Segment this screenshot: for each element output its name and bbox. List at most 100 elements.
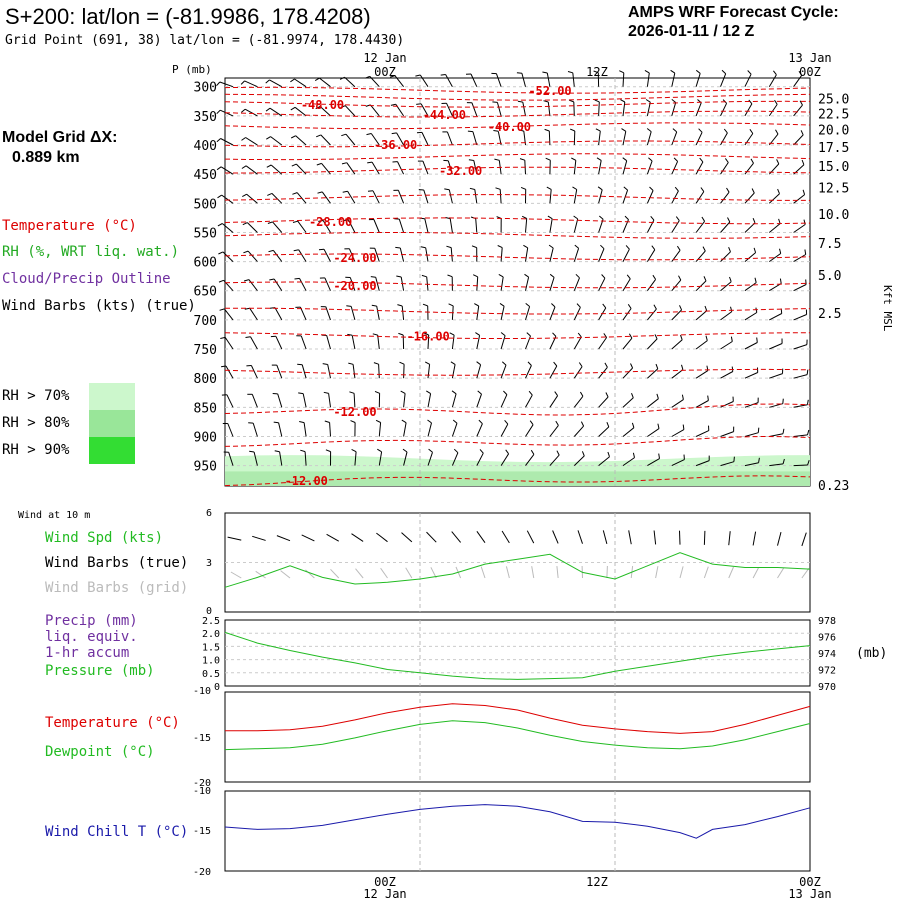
wind-barb-flag xyxy=(604,362,608,368)
wind-barb xyxy=(250,365,258,379)
wind-barb-flag xyxy=(806,369,809,375)
wind-barb-flag xyxy=(556,450,560,456)
wind-barb-flag xyxy=(350,420,356,423)
wind-barb xyxy=(573,130,576,146)
wind-barb-flag xyxy=(555,420,559,426)
wind-barb-flag xyxy=(242,193,247,198)
wind-barb-flag xyxy=(646,128,652,132)
wind-barbs-true-label: Wind Barbs (true) xyxy=(45,555,189,571)
wind10m-grid-barb xyxy=(703,566,709,579)
wind-barb xyxy=(476,335,481,350)
wind-barb-flag xyxy=(530,449,535,455)
precip-tick-label: 0.5 xyxy=(202,669,220,680)
wind-barb xyxy=(647,308,657,321)
wind-barb xyxy=(793,434,808,437)
profile-frame xyxy=(224,77,811,487)
wind-barb-flag xyxy=(448,303,454,307)
wind-barb xyxy=(646,279,657,291)
wind-barb xyxy=(495,73,502,87)
wind-barb xyxy=(451,364,456,379)
wind-barb-flag xyxy=(806,399,809,405)
wind10m-barb xyxy=(752,531,757,546)
wind-barb-flag xyxy=(249,450,255,453)
wind-barb-flag xyxy=(593,70,599,74)
wind-barb xyxy=(446,102,453,117)
wind10m-grid-barb xyxy=(777,567,785,579)
wind-barb-flag xyxy=(467,130,473,133)
wind-barb-flag xyxy=(631,422,635,428)
wind-barb xyxy=(223,279,234,292)
wind-barb-flag xyxy=(728,247,731,252)
wind-barb xyxy=(447,160,453,175)
wind-barb xyxy=(695,102,702,117)
bottom-date-12jan: 12 Jan xyxy=(363,887,406,900)
wind-barb-flag xyxy=(554,391,559,396)
wind-barb-flag xyxy=(549,273,555,278)
wind-barb-flag xyxy=(751,188,755,194)
wind-barb-flag xyxy=(267,192,273,196)
wind-barb-flag xyxy=(547,215,553,220)
wind-barb-flag xyxy=(218,251,224,255)
temp-dew-panel: -10 -15 -20 xyxy=(193,686,811,789)
wind-barb-flag xyxy=(290,135,296,139)
wind-barb-flag xyxy=(655,363,659,369)
isotherm-line xyxy=(224,307,811,315)
top-tick-12z: 12Z xyxy=(586,65,608,79)
wind10m-grid-barb xyxy=(280,570,291,579)
wind-barb xyxy=(426,276,429,291)
wind-barb xyxy=(500,423,509,437)
wind-barb-flag xyxy=(499,302,505,307)
wind10m-grid-barb xyxy=(728,566,734,579)
wind-barb-flag xyxy=(426,390,431,395)
wind-barb-flag xyxy=(475,332,480,336)
wind-barb-flag xyxy=(452,419,458,424)
wind-barb xyxy=(471,102,478,117)
wind-barb-flag xyxy=(682,424,685,430)
wind-barb xyxy=(793,254,806,263)
wind-barb-flag xyxy=(525,303,530,307)
wind-barb xyxy=(294,106,307,117)
isotherm-line xyxy=(224,253,811,261)
wind-barb-flag xyxy=(240,80,245,85)
isotherm-line xyxy=(224,122,811,130)
wind-barb xyxy=(548,130,551,146)
wind-barb-flag xyxy=(216,109,221,115)
wind10m-barb xyxy=(252,535,266,541)
wind-barb xyxy=(598,160,602,175)
isotherm-line xyxy=(225,166,811,174)
height-axis-label: Kft MSL xyxy=(881,285,894,332)
wind-barb-flag xyxy=(702,246,706,252)
wind-barb xyxy=(793,104,803,117)
wind-barb xyxy=(525,247,529,262)
wind-barb xyxy=(549,277,555,291)
wind-barb-flag xyxy=(339,76,345,80)
wind-barb-flag xyxy=(477,390,482,395)
wind-barb xyxy=(671,459,685,467)
wind-barb xyxy=(671,220,680,233)
wind-barb xyxy=(500,453,510,466)
wind-barb xyxy=(768,104,778,117)
wind-barb-flag xyxy=(630,363,634,369)
wind-barb xyxy=(321,163,331,175)
wind-barb xyxy=(353,393,356,408)
wind-barb xyxy=(403,364,405,379)
wind-barb xyxy=(768,74,777,87)
isotherm-line xyxy=(224,332,811,339)
wind-barb xyxy=(769,463,784,467)
pressure-tick-label: 700 xyxy=(194,314,217,329)
cycle-title: AMPS WRF Forecast Cycle: xyxy=(628,4,839,21)
pressure-tick-label: 400 xyxy=(194,139,217,154)
wind-panel-title: Wind at 10 m xyxy=(18,510,91,521)
wind-barb xyxy=(744,372,758,379)
wind-barb xyxy=(327,364,331,379)
wind-barb xyxy=(549,189,552,204)
wind-barb xyxy=(598,131,601,146)
wind-barb-flag xyxy=(576,303,581,308)
wind-barb-flag xyxy=(747,70,752,75)
wind-barb-flag xyxy=(652,274,657,280)
wind-barb xyxy=(744,432,759,437)
legend-rh80: RH > 80% xyxy=(2,415,70,431)
wind-barb xyxy=(300,335,307,350)
wind-barb xyxy=(369,76,380,88)
